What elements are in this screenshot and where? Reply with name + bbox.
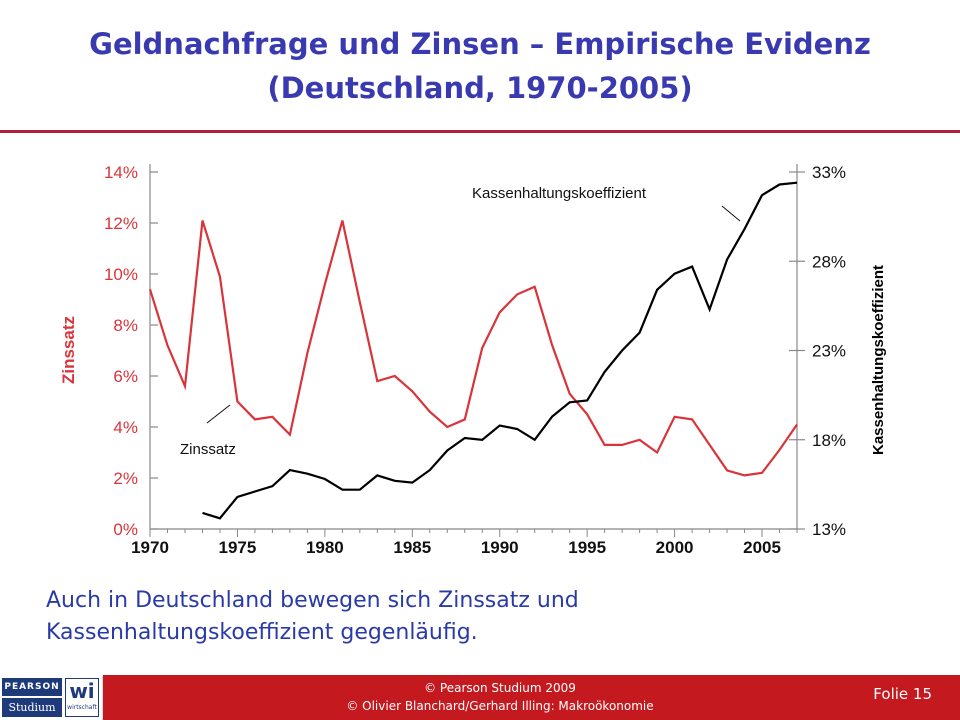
title-line-2: (Deutschland, 1970-2005) — [267, 71, 693, 105]
x-tick-label: 1995 — [568, 538, 606, 557]
wi-logo: wi wirtschaft — [65, 678, 99, 717]
x-tick-label: 1985 — [393, 538, 431, 557]
right-tick-label: 13% — [812, 520, 846, 539]
copyright-line-2: © Olivier Blanchard/Gerhard Illing: Makr… — [346, 699, 654, 713]
right-axis-ticks: 13% 18% 23% 28% 33% — [789, 163, 846, 539]
left-tick-label: 12% — [104, 214, 138, 233]
series-line-kassenhaltung — [202, 181, 798, 520]
slide-title: Geldnachfrage und Zinsen – Empirische Ev… — [0, 22, 960, 110]
x-axis-ticks: 1970 1975 1980 1985 1990 1995 2000 2005 — [131, 529, 798, 557]
annotation-zinssatz: Zinssatz — [180, 441, 236, 458]
left-tick-label: 8% — [113, 316, 138, 335]
left-tick-label: 14% — [104, 163, 138, 182]
wi-logo-text: wi — [69, 679, 95, 703]
publisher-logo: PEARSON Studium wi wirtschaft — [0, 675, 103, 720]
right-tick-label: 28% — [812, 252, 846, 271]
x-tick-label: 1970 — [131, 538, 169, 557]
annotation-leader-kassenhaltung — [721, 205, 741, 222]
title-line-1: Geldnachfrage und Zinsen – Empirische Ev… — [89, 27, 871, 61]
right-axis-label: Kassenhaltungskoeffizient — [870, 265, 887, 455]
chart: 0% 2% 4% 6% 8% 10% 12% 14% 13% 18% 23% 28% 33% 1970… — [59, 163, 887, 557]
copyright-notice: © Pearson Studium 2009 © Olivier Blancha… — [300, 679, 700, 715]
slide-caption: Auch in Deutschland bewegen sich Zinssat… — [46, 585, 926, 649]
caption-line-1: Auch in Deutschland bewegen sich Zinssat… — [46, 588, 579, 613]
left-tick-label: 0% — [113, 520, 138, 539]
left-axis-ticks: 0% 2% 4% 6% 8% 10% 12% 14% — [104, 163, 158, 539]
slide-number: Folie 15 — [873, 685, 932, 703]
caption-line-2: Kassenhaltungskoeffizient gegenläufig. — [46, 620, 478, 645]
footer-bar: PEARSON Studium wi wirtschaft © Pearson … — [0, 675, 960, 720]
series-line-zinssatz — [148, 220, 798, 477]
copyright-line-1: © Pearson Studium 2009 — [424, 681, 576, 695]
left-axis-label: Zinssatz — [59, 316, 78, 384]
annotation-layer: Kassenhaltungskoeffizient Zinssatz — [180, 185, 741, 458]
pearson-logo-text: PEARSON — [2, 678, 62, 696]
left-tick-label: 10% — [104, 265, 138, 284]
right-tick-label: 33% — [812, 163, 846, 182]
left-tick-label: 2% — [113, 469, 138, 488]
title-divider — [0, 130, 960, 133]
annotation-kassenhaltung: Kassenhaltungskoeffizient — [472, 185, 647, 202]
x-tick-label: 2000 — [656, 538, 694, 557]
x-tick-label: 1990 — [481, 538, 519, 557]
right-tick-label: 23% — [812, 342, 846, 361]
wirtschaft-logo-text: wirtschaft — [67, 704, 97, 711]
studium-logo-text: Studium — [2, 698, 62, 717]
left-tick-label: 4% — [113, 418, 138, 437]
series-layer — [148, 181, 798, 520]
annotation-leader-zinssatz — [206, 404, 231, 424]
right-tick-label: 18% — [812, 431, 846, 450]
x-tick-label: 1980 — [306, 538, 344, 557]
chart-axes — [149, 164, 798, 530]
x-tick-label: 1975 — [219, 538, 257, 557]
x-tick-label: 2005 — [743, 538, 781, 557]
left-tick-label: 6% — [113, 367, 138, 386]
